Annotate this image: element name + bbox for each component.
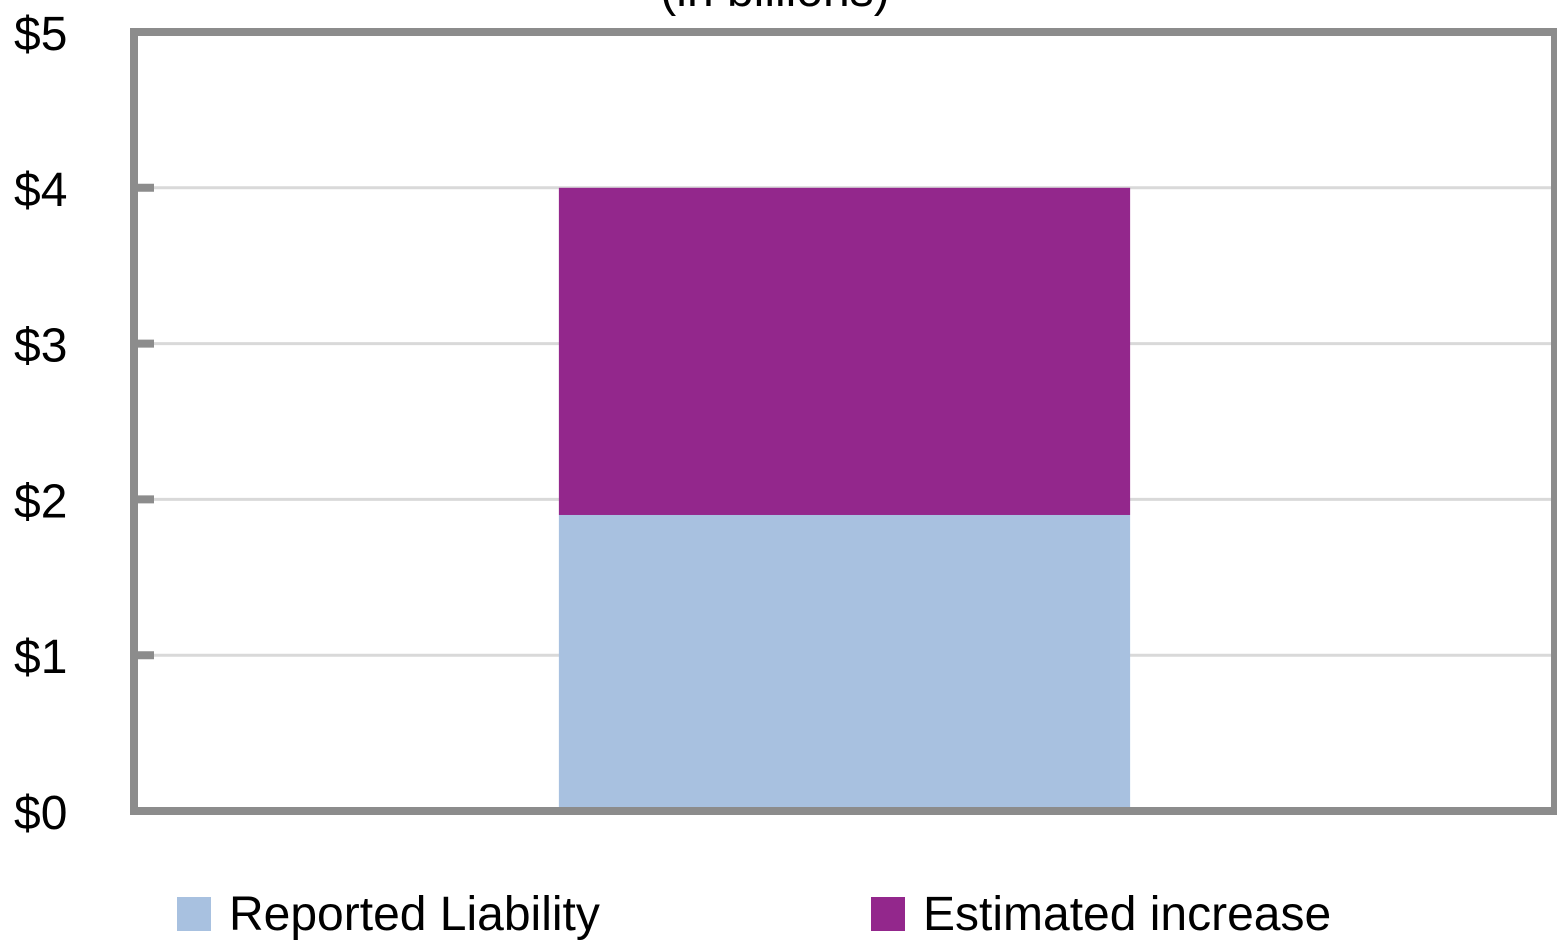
bar-segment-estimated-increase bbox=[558, 187, 1131, 515]
legend-item-reported-liability: Reported Liability bbox=[177, 885, 600, 943]
legend-label-estimated-increase: Estimated increase bbox=[923, 887, 1332, 941]
y-tick-labels: $0 $1 $2 $3 $4 $5 bbox=[14, 8, 67, 840]
bars bbox=[558, 187, 1131, 811]
y-tick-label-4: $4 bbox=[14, 164, 67, 217]
axes bbox=[130, 28, 1557, 815]
legend-label-reported-liability: Reported Liability bbox=[229, 887, 600, 941]
chart-subtitle-group: (in billions) bbox=[660, 0, 889, 17]
chart-subtitle: (in billions) bbox=[660, 0, 889, 17]
legend: Reported Liability Estimated increase bbox=[0, 885, 1557, 943]
y-tick-label-2: $2 bbox=[14, 475, 67, 528]
y-tick-label-1: $1 bbox=[14, 631, 67, 684]
bar-segment-reported-liability bbox=[558, 514, 1131, 811]
y-tick-label-3: $3 bbox=[14, 320, 67, 373]
legend-swatch-reported-liability bbox=[177, 897, 211, 931]
legend-swatch-estimated-increase bbox=[871, 897, 905, 931]
plot-frame bbox=[130, 28, 1557, 815]
y-tick-label-5: $5 bbox=[14, 8, 67, 61]
legend-item-estimated-increase: Estimated increase bbox=[871, 885, 1331, 943]
y-tick-label-0: $0 bbox=[14, 787, 67, 840]
